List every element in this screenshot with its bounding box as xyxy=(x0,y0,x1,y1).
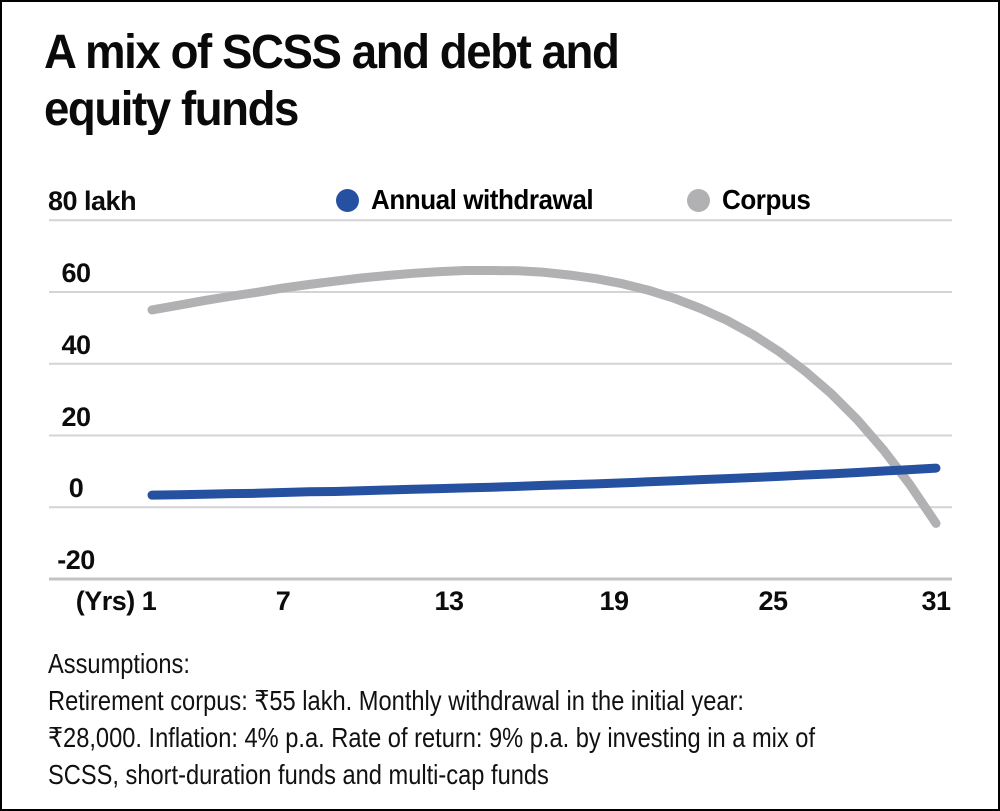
assumptions-line-3: SCSS, short-duration funds and multi-cap… xyxy=(48,759,549,790)
chart-title-line-1: A mix of SCSS and debt and xyxy=(44,26,620,79)
assumptions-line-2: ₹28,000. Inflation: 4% p.a. Rate of retu… xyxy=(48,722,816,753)
corpus-line xyxy=(147,266,941,528)
y-tick-label: 80 lakh xyxy=(48,186,137,217)
legend-dot-annual-withdrawal-icon xyxy=(336,188,359,212)
legend-item-annual-withdrawal: Annual withdrawal xyxy=(336,184,610,215)
x-tick-label: 19 xyxy=(599,586,629,616)
y-tick-label: 0 xyxy=(68,473,84,504)
legend-dot-corpus-icon xyxy=(687,188,710,212)
x-tick-label: (Yrs) 1 xyxy=(75,586,157,616)
legend-item-corpus: Corpus xyxy=(687,184,817,215)
chart-title-line-2: equity funds xyxy=(44,83,299,136)
x-tick-label: 7 xyxy=(275,586,291,616)
annual-withdrawal-line xyxy=(147,463,941,500)
legend-label-corpus: Corpus xyxy=(722,184,811,215)
x-tick-label: 25 xyxy=(758,586,788,616)
y-tick-label: 40 xyxy=(61,329,91,360)
x-tick-label: 13 xyxy=(434,586,464,616)
assumptions-text: Assumptions: Retirement corpus: ₹55 lakh… xyxy=(48,645,815,793)
chart-title: A mix of SCSS and debt and equity funds xyxy=(44,24,620,138)
y-tick-label: 60 xyxy=(61,258,91,288)
x-tick-label: 31 xyxy=(921,586,951,616)
assumptions-heading: Assumptions: xyxy=(48,648,190,679)
y-tick-label: 20 xyxy=(61,401,91,432)
y-tick-label: -20 xyxy=(57,545,95,575)
assumptions-line-1: Retirement corpus: ₹55 lakh. Monthly wit… xyxy=(48,685,744,716)
legend-label-annual-withdrawal: Annual withdrawal xyxy=(371,184,594,215)
